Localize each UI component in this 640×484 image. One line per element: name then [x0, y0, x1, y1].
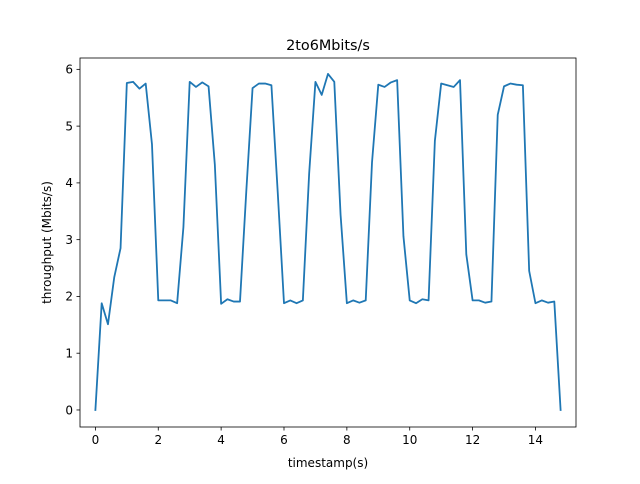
x-axis-ticks: 0 2 4 6 8 10 12 14 — [92, 427, 543, 447]
x-tick-label: 2 — [154, 433, 162, 447]
chart-title: 2to6Mbits/s — [286, 38, 370, 54]
x-tick-label: 14 — [528, 433, 543, 447]
x-tick-label: 6 — [280, 433, 288, 447]
x-tick-label: 8 — [343, 433, 351, 447]
x-tick-label: 4 — [217, 433, 225, 447]
plot-frame — [79, 57, 577, 428]
series-line — [94, 73, 562, 411]
x-axis-label: timestamp(s) — [288, 456, 368, 470]
x-tick-label: 10 — [402, 433, 417, 447]
y-tick-label: 0 — [65, 403, 73, 417]
y-tick-label: 3 — [65, 233, 73, 247]
y-tick-label: 2 — [65, 290, 73, 304]
y-tick-label: 4 — [65, 176, 73, 190]
y-tick-label: 1 — [65, 347, 73, 361]
x-tick-label: 0 — [92, 433, 100, 447]
x-tick-label: 12 — [465, 433, 480, 447]
y-axis-ticks: 0 1 2 3 4 5 6 — [65, 63, 80, 417]
y-tick-label: 6 — [65, 63, 73, 77]
y-axis-label: throughput (Mbits/s) — [40, 181, 54, 304]
y-tick-label: 5 — [65, 119, 73, 133]
